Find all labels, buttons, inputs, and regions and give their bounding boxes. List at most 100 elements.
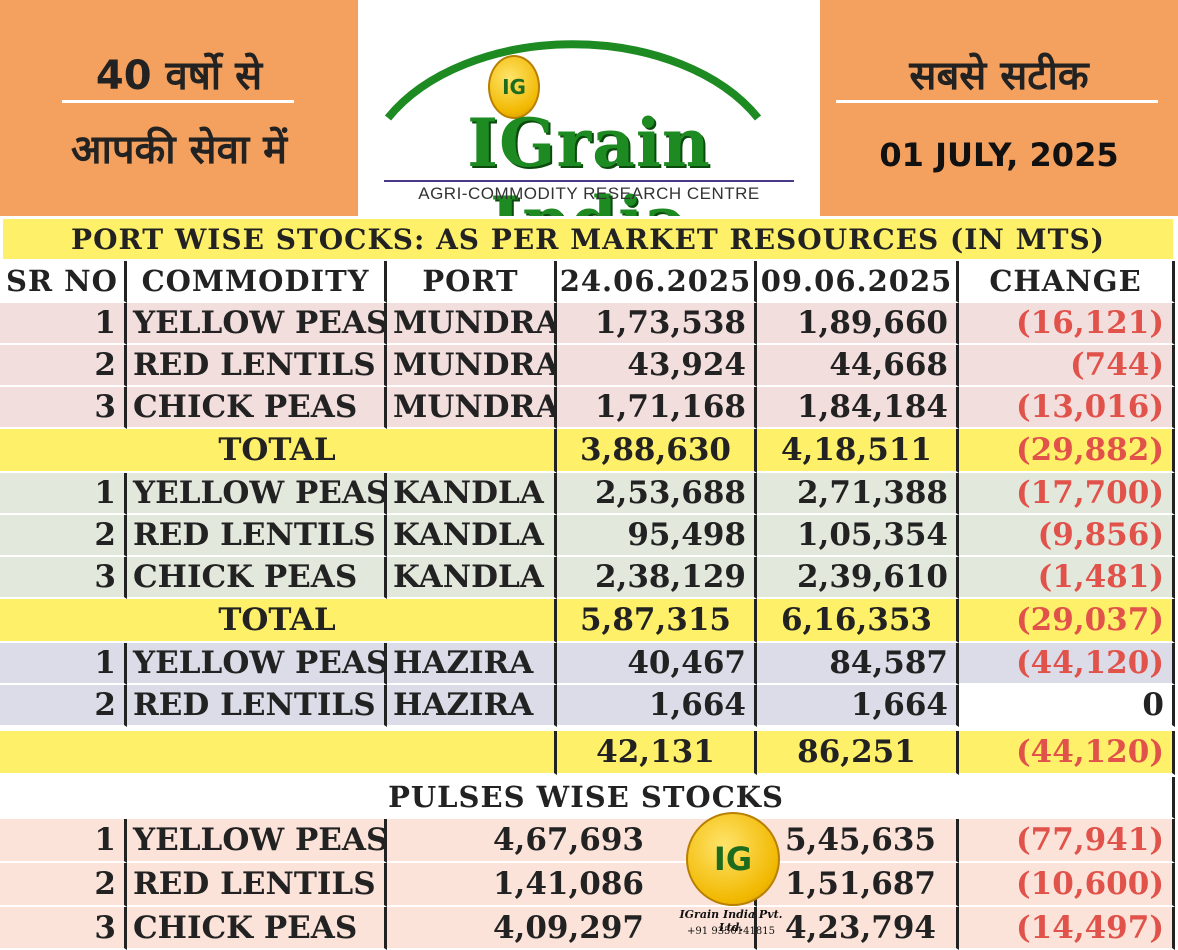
stock-change: (1,481) (959, 557, 1175, 599)
table-row: 1 YELLOW PEAS MUNDRA 1,73,538 1,89,660 (… (0, 303, 1178, 345)
port: MUNDRA (387, 303, 557, 345)
stock-date2: 4,23,794 (757, 907, 959, 950)
stock-date1: 1,71,168 (557, 387, 757, 429)
commodity: CHICK PEAS (127, 907, 387, 950)
header-left-panel: 40 वर्षो से आपकी सेवा में (0, 0, 358, 216)
table-title: PORT WISE STOCKS: AS PER MARKET RESOURCE… (3, 219, 1173, 261)
total-date2: 4,18,511 (757, 429, 959, 473)
commodity: YELLOW PEAS (127, 473, 387, 515)
stock-date2: 2,39,610 (757, 557, 959, 599)
stock-date1: 4,09,297 (387, 907, 757, 950)
total-label (0, 731, 557, 775)
stock-date2: 1,84,184 (757, 387, 959, 429)
stock-date1: 1,664 (557, 685, 757, 727)
commodity: RED LENTILS (127, 515, 387, 557)
total-date1: 5,87,315 (557, 599, 757, 643)
stock-date2: 1,05,354 (757, 515, 959, 557)
total-date2: 86,251 (757, 731, 959, 775)
watermark-company: IGrain India Pvt. Ltd. (679, 908, 783, 934)
table-row: 3 CHICK PEAS 4,09,297 4,23,794 (14,497) (0, 907, 1178, 950)
port: MUNDRA (387, 345, 557, 387)
col-header-change: CHANGE (959, 261, 1175, 303)
port: HAZIRA (387, 685, 557, 727)
total-label: TOTAL (0, 429, 557, 473)
col-header-date2: 09.06.2025 (757, 261, 959, 303)
table-title-row: PORT WISE STOCKS: AS PER MARKET RESOURCE… (0, 219, 1178, 261)
stock-date1: 2,53,688 (557, 473, 757, 515)
col-header-commodity: COMMODITY (127, 261, 387, 303)
column-header-row: SR NO COMMODITY PORT 24.06.2025 09.06.20… (0, 261, 1178, 303)
stock-date1: 40,467 (557, 643, 757, 685)
logo-subtitle: AGRI-COMMODITY RESEARCH CENTRE (418, 184, 760, 203)
logo-badge-icon: IG (488, 55, 540, 119)
stock-date1: 95,498 (557, 515, 757, 557)
table-row: 2 RED LENTILS HAZIRA 1,664 1,664 0 (0, 685, 1178, 727)
table-row: 1 YELLOW PEAS HAZIRA 40,467 84,587 (44,1… (0, 643, 1178, 685)
commodity: RED LENTILS (127, 345, 387, 387)
sr-no: 1 (0, 303, 127, 345)
tagline-accurate: सबसे सटीक (909, 53, 1089, 99)
stock-date2: 5,45,635 (757, 819, 959, 863)
total-row: 42,131 86,251 (44,120) (0, 731, 1178, 775)
watermark-logo-icon: IG (686, 812, 780, 906)
logo-area: IG IGrain India AGRI-COMMODITY RESEARCH … (358, 0, 820, 260)
divider (836, 100, 1158, 103)
commodity: YELLOW PEAS (127, 819, 387, 863)
table-row: 3 CHICK PEAS KANDLA 2,38,129 2,39,610 (1… (0, 557, 1178, 599)
stocks-table: PORT WISE STOCKS: AS PER MARKET RESOURCE… (0, 216, 1178, 950)
col-header-port: PORT (387, 261, 557, 303)
commodity: CHICK PEAS (127, 557, 387, 599)
watermark-phone: +91 9350141815 (687, 926, 775, 937)
logo-arc-graphic (384, 40, 762, 121)
stock-change: (16,121) (959, 303, 1175, 345)
total-date1: 42,131 (557, 731, 757, 775)
sr-no: 2 (0, 685, 127, 727)
sr-no: 2 (0, 863, 127, 907)
table-row: 2 RED LENTILS MUNDRA 43,924 44,668 (744) (0, 345, 1178, 387)
table-row: 3 CHICK PEAS MUNDRA 1,71,168 1,84,184 (1… (0, 387, 1178, 429)
divider (62, 100, 294, 103)
total-row: TOTAL 3,88,630 4,18,511 (29,882) (0, 429, 1178, 473)
sr-no: 3 (0, 387, 127, 429)
total-change: (29,037) (959, 599, 1175, 643)
stock-change: (77,941) (959, 819, 1175, 863)
stock-change: 0 (959, 685, 1175, 727)
stock-date1: 1,73,538 (557, 303, 757, 345)
sr-no: 1 (0, 819, 127, 863)
port: HAZIRA (387, 643, 557, 685)
port: KANDLA (387, 557, 557, 599)
stock-change: (13,016) (959, 387, 1175, 429)
stock-change: (14,497) (959, 907, 1175, 950)
total-row: TOTAL 5,87,315 6,16,353 (29,037) (0, 599, 1178, 643)
header-banner: 40 वर्षो से आपकी सेवा में IG IGrain Indi… (0, 0, 1178, 260)
header-right-panel: सबसे सटीक 01 JULY, 2025 (820, 0, 1178, 216)
commodity: CHICK PEAS (127, 387, 387, 429)
stock-date1: 2,38,129 (557, 557, 757, 599)
commodity: RED LENTILS (127, 685, 387, 727)
pulses-title-row: PULSES WISE STOCKS (0, 777, 1178, 819)
stock-date2: 1,51,687 (757, 863, 959, 907)
sr-no: 2 (0, 515, 127, 557)
stock-date2: 1,89,660 (757, 303, 959, 345)
table-row: 2 RED LENTILS KANDLA 95,498 1,05,354 (9,… (0, 515, 1178, 557)
commodity: YELLOW PEAS (127, 303, 387, 345)
stock-date2: 44,668 (757, 345, 959, 387)
tagline-service: आपकी सेवा में (70, 127, 288, 173)
pulses-title: PULSES WISE STOCKS (0, 777, 1175, 819)
port: KANDLA (387, 473, 557, 515)
logo-underline (384, 180, 794, 182)
total-change: (29,882) (959, 429, 1175, 473)
commodity: YELLOW PEAS (127, 643, 387, 685)
stock-change: (44,120) (959, 643, 1175, 685)
sr-no: 3 (0, 907, 127, 950)
stock-change: (744) (959, 345, 1175, 387)
total-date2: 6,16,353 (757, 599, 959, 643)
total-change: (44,120) (959, 731, 1175, 775)
port: MUNDRA (387, 387, 557, 429)
stock-change: (9,856) (959, 515, 1175, 557)
table-row: 1 YELLOW PEAS KANDLA 2,53,688 2,71,388 (… (0, 473, 1178, 515)
tagline-years: 40 वर्षो से (95, 53, 263, 99)
port: KANDLA (387, 515, 557, 557)
stock-change: (17,700) (959, 473, 1175, 515)
col-header-sr: SR NO (0, 261, 127, 303)
